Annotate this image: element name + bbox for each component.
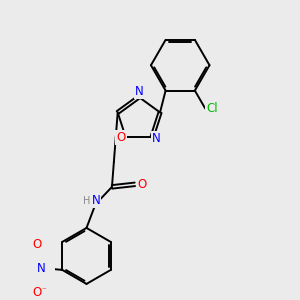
Text: O: O (32, 238, 42, 251)
Text: O: O (137, 178, 146, 191)
Text: O: O (32, 286, 42, 299)
Text: N: N (37, 262, 45, 275)
Text: O: O (116, 131, 126, 144)
Text: ⁻: ⁻ (42, 286, 46, 295)
Text: H: H (83, 196, 90, 206)
Text: N: N (134, 85, 143, 98)
Text: Cl: Cl (206, 102, 218, 115)
Text: N: N (92, 194, 100, 207)
Text: N: N (152, 132, 161, 146)
